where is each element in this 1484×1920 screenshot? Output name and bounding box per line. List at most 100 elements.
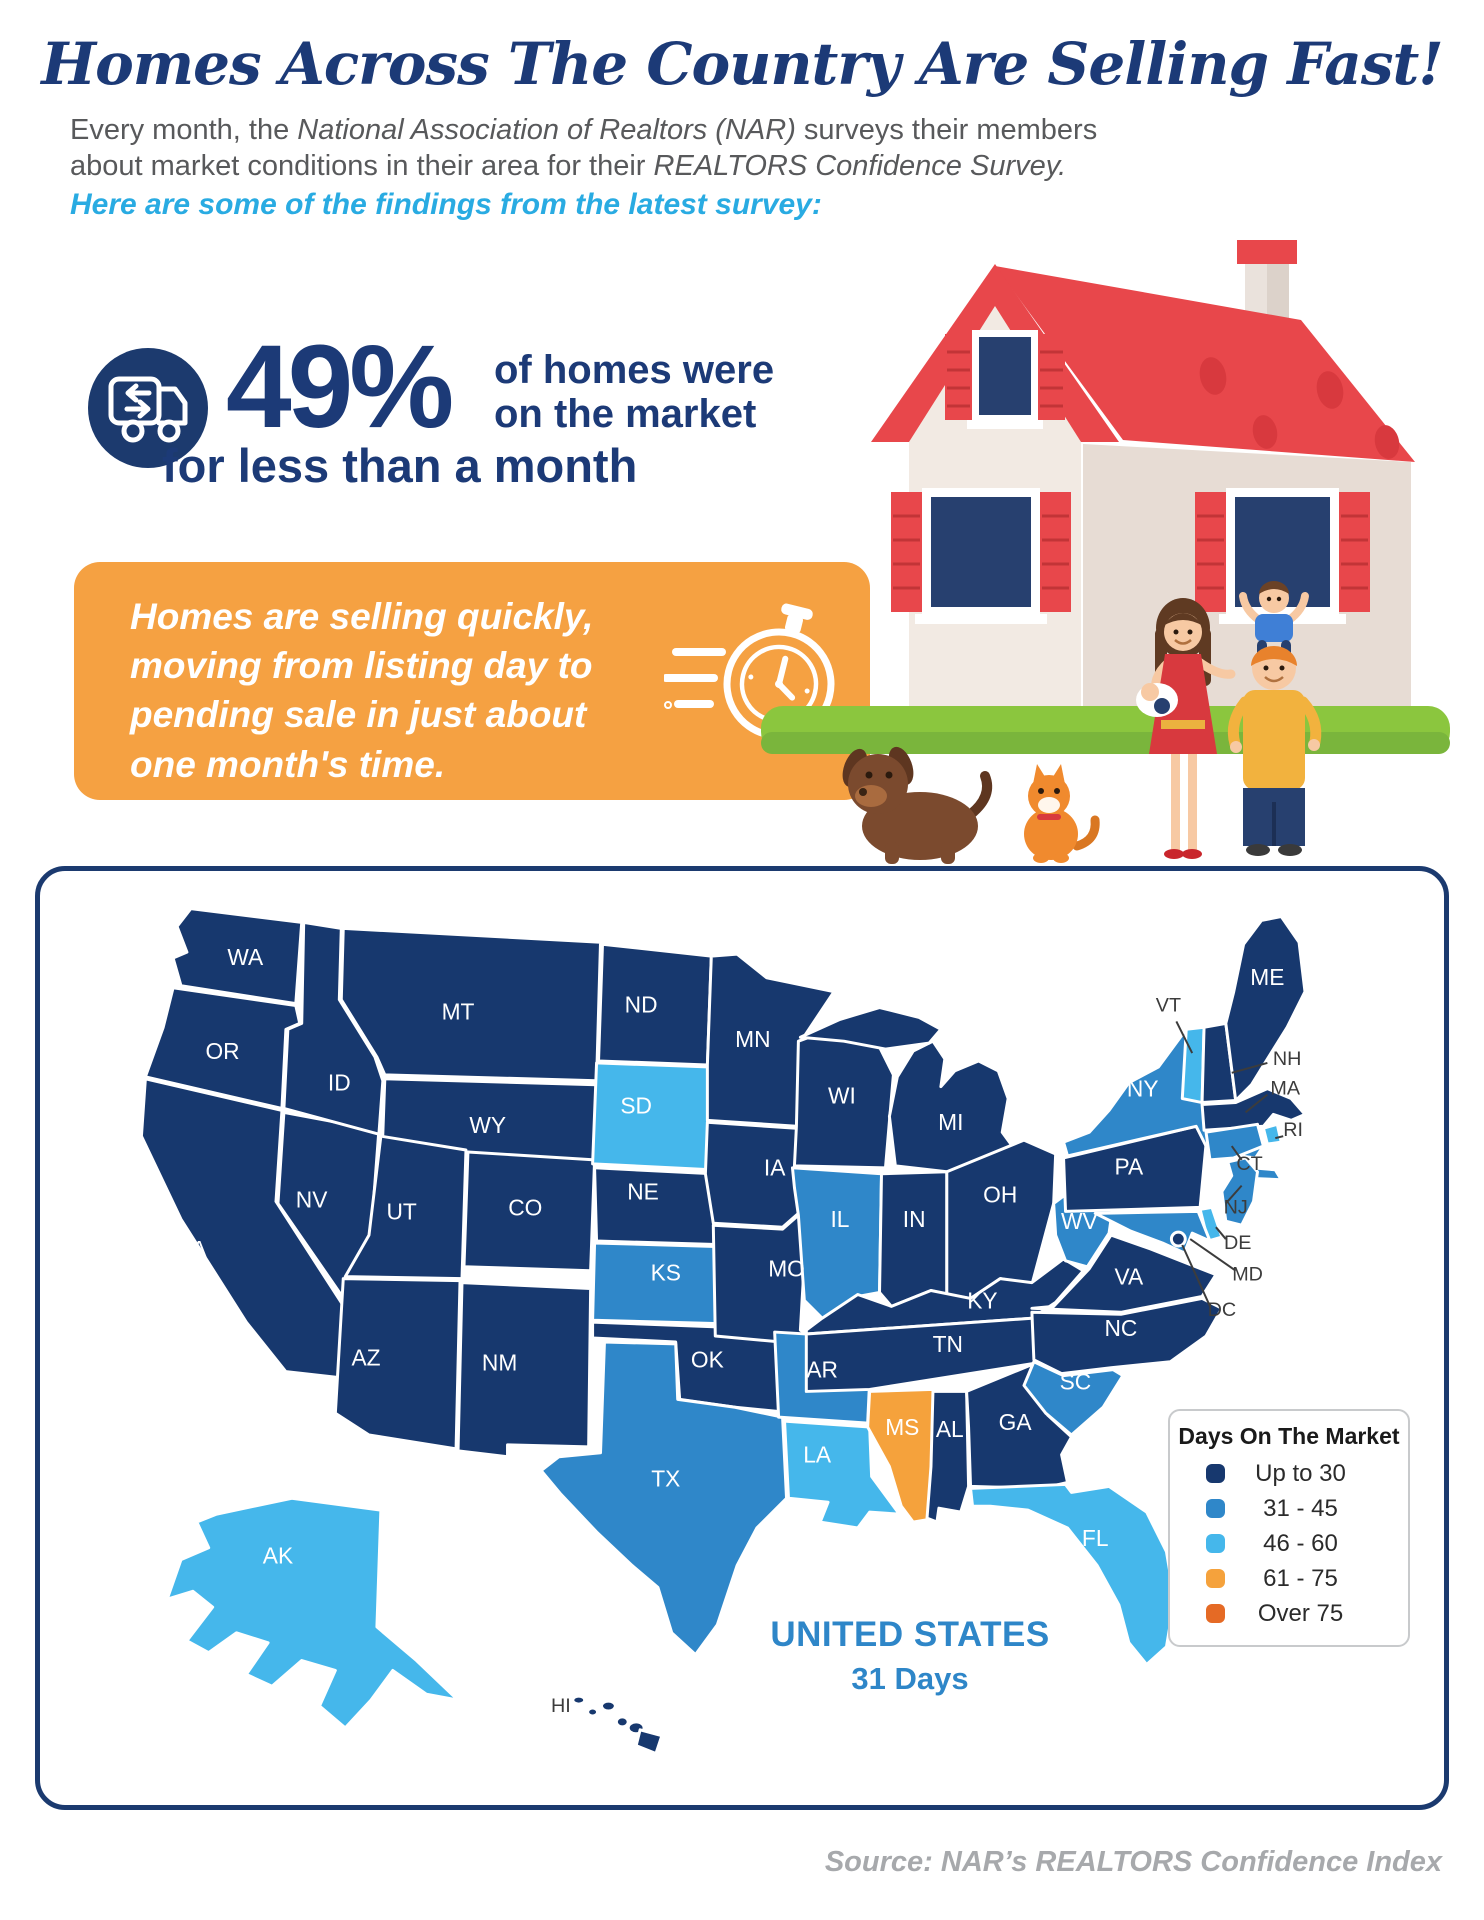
state-label-CA: CA: [175, 1236, 207, 1262]
state-label-TX: TX: [651, 1465, 680, 1491]
cat-illustration: [1024, 764, 1100, 863]
legend-label: Up to 30: [1255, 1459, 1346, 1487]
state-label-ID: ID: [328, 1070, 351, 1096]
state-label-IN: IN: [903, 1206, 926, 1232]
state-label-GA: GA: [999, 1409, 1033, 1435]
state-label-RI: RI: [1283, 1119, 1303, 1141]
state-label-MI: MI: [938, 1109, 963, 1135]
state-label-NV: NV: [296, 1186, 328, 1212]
state-label-DE: DE: [1224, 1232, 1251, 1254]
state-label-NM: NM: [482, 1350, 517, 1376]
state-MT: [339, 926, 602, 1083]
state-HI: [571, 1694, 587, 1706]
state-label-CO: CO: [508, 1194, 542, 1220]
state-label-OK: OK: [691, 1347, 724, 1373]
state-ME: [1224, 915, 1307, 1103]
state-label-WI: WI: [828, 1083, 856, 1109]
state-label-KY: KY: [967, 1287, 997, 1313]
state-label-NY: NY: [1127, 1076, 1159, 1102]
stat-text: of homes were on the market: [494, 348, 774, 436]
state-label-NH: NH: [1273, 1048, 1302, 1070]
state-OR: [143, 986, 302, 1110]
legend-swatch: [1206, 1604, 1225, 1623]
map-card: WA OR CA NV ID MT WY UT CO AZ NM ND SD NE KS OK TX MN IA MO…: [35, 866, 1449, 1810]
state-label-NJ: NJ: [1224, 1196, 1248, 1218]
callout-line-RI: [1275, 1135, 1284, 1140]
legend-item: 61 - 75: [1178, 1561, 1400, 1596]
state-ID: [282, 920, 385, 1136]
map-legend: Days On The Market Up to 30 31 - 45 46 - 6…: [1168, 1409, 1410, 1647]
state-label-CT: CT: [1236, 1153, 1262, 1175]
house-illustration: [761, 240, 1450, 864]
callout-text: Homes are selling quickly, moving from l…: [130, 592, 593, 789]
intro-line-1: Every month, the National Association of…: [70, 114, 1098, 146]
callout-line-VT: [1175, 1020, 1194, 1054]
intro-paragraph: Every month, the National Association of…: [70, 112, 1150, 185]
callout-line-DE: [1215, 1226, 1227, 1240]
legend-swatch: [1206, 1464, 1225, 1483]
legend-label: Over 75: [1257, 1599, 1344, 1627]
state-label-HI: HI: [551, 1695, 571, 1717]
state-label-TN: TN: [933, 1331, 963, 1357]
state-NC: [1030, 1296, 1224, 1376]
house-body: [871, 240, 1415, 706]
state-UT: [343, 1134, 468, 1281]
state-OH: [945, 1138, 1058, 1300]
state-label-OH: OH: [983, 1181, 1017, 1207]
callout-line: moving from listing day to: [130, 645, 593, 687]
callout-line: one month's time.: [130, 743, 446, 785]
callout-line-CT: [1230, 1145, 1243, 1161]
legend-label: 46 - 60: [1263, 1529, 1338, 1557]
state-label-OR: OR: [205, 1038, 239, 1064]
state-label-MD: MD: [1232, 1264, 1263, 1286]
state-label-DC: DC: [1208, 1299, 1237, 1321]
family-illustration: [1136, 581, 1322, 859]
state-label-WV: WV: [1061, 1208, 1098, 1234]
callout-box: Homes are selling quickly, moving from l…: [74, 562, 870, 800]
state-HI: [614, 1715, 630, 1729]
state-label-KS: KS: [651, 1260, 681, 1286]
state-LA: [783, 1419, 901, 1530]
state-label-MS: MS: [885, 1414, 919, 1440]
state-HI: [634, 1728, 664, 1756]
callout-line-NH: [1231, 1061, 1268, 1074]
legend-items: Up to 30 31 - 45 46 - 60 61 - 75 Over 75: [1178, 1456, 1400, 1631]
state-AK: [165, 1496, 460, 1730]
state-label-AK: AK: [263, 1543, 293, 1569]
us-choropleth-map: WA OR CA NV ID MT WY UT CO AZ NM ND SD NE KS OK TX MN IA MO…: [139, 907, 1307, 1756]
callout-line-MA: [1244, 1093, 1269, 1114]
state-RI: [1261, 1122, 1283, 1146]
legend-item: Over 75: [1178, 1596, 1400, 1631]
national-summary: UNITED STATES 31 Days: [730, 1615, 1090, 1697]
source-credit: Source: NAR’s REALTORS Confidence Index: [824, 1846, 1442, 1878]
state-NJ: [1220, 1156, 1259, 1227]
state-label-AR: AR: [806, 1357, 838, 1383]
stat-line-2: on the market: [494, 392, 757, 436]
state-label-ND: ND: [625, 991, 658, 1017]
state-TX: [539, 1340, 789, 1657]
state-HI: [600, 1699, 617, 1713]
state-label-PA: PA: [1115, 1154, 1144, 1180]
callout-line: pending sale in just about: [130, 694, 587, 736]
state-AL: [925, 1389, 971, 1524]
state-NM: [456, 1281, 593, 1459]
state-label-MT: MT: [442, 998, 475, 1024]
dog-illustration: [842, 746, 993, 864]
state-label-MN: MN: [735, 1026, 770, 1052]
national-summary-title: UNITED STATES: [770, 1615, 1050, 1654]
legend-swatch: [1206, 1569, 1225, 1588]
legend-swatch: [1206, 1499, 1225, 1518]
findings-line: Here are some of the findings from the l…: [70, 188, 822, 221]
state-label-VT: VT: [1156, 994, 1181, 1016]
state-label-AZ: AZ: [351, 1345, 380, 1371]
state-label-UT: UT: [386, 1198, 416, 1224]
legend-label: 61 - 75: [1263, 1564, 1338, 1592]
callout-line: Homes are selling quickly,: [130, 596, 594, 637]
stat-line-1: of homes were: [494, 348, 775, 392]
state-label-LA: LA: [803, 1442, 832, 1468]
state-label-NE: NE: [627, 1178, 659, 1204]
legend-title: Days On The Market: [1178, 1423, 1400, 1449]
state-SC: [1022, 1360, 1125, 1437]
state-label-AL: AL: [936, 1416, 964, 1442]
